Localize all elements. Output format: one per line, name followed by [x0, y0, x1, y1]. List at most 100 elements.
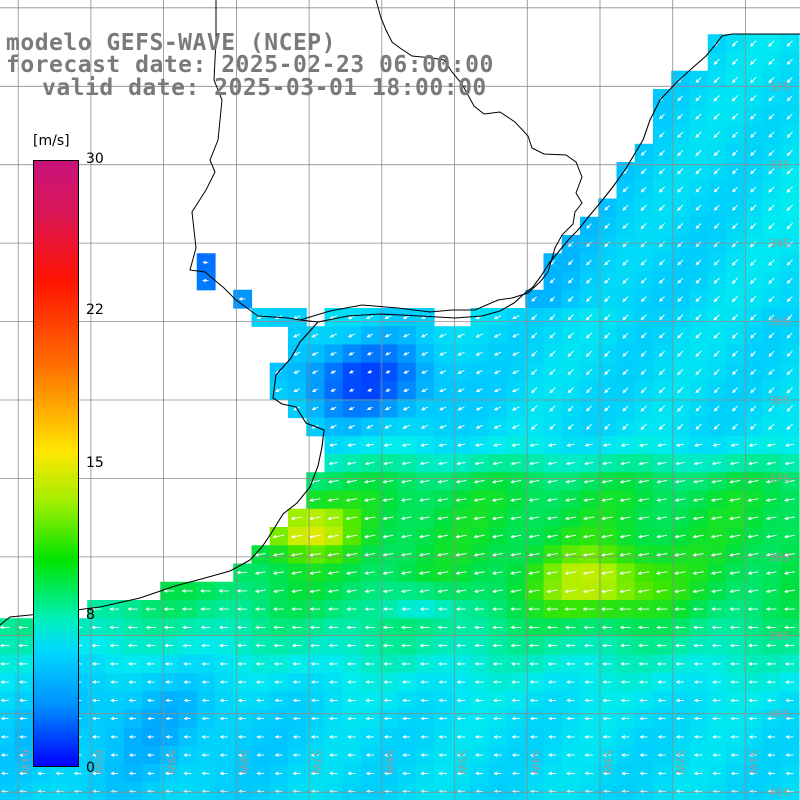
wind-arrow [527, 589, 540, 594]
wind-arrow [348, 370, 355, 374]
wind-arrow [311, 406, 319, 411]
wind-arrow [219, 662, 228, 666]
wind-arrow [348, 388, 355, 392]
wind-arrow [418, 553, 430, 557]
wind-arrow [768, 40, 775, 47]
wind-arrow [237, 716, 246, 721]
wind-arrow [0, 662, 10, 666]
wind-arrow [713, 423, 720, 430]
wind-arrow [384, 406, 392, 411]
wind-arrow [547, 643, 558, 648]
wind-arrow [765, 516, 777, 521]
wind-arrow [677, 277, 684, 284]
wind-arrow [182, 662, 192, 666]
wind-speed-cell [762, 125, 782, 145]
wind-arrow [400, 534, 412, 539]
wind-arrow [493, 351, 502, 356]
wind-arrow [456, 643, 466, 648]
wind-arrow [438, 680, 447, 684]
wind-arrow [510, 498, 522, 502]
wind-arrow [638, 680, 648, 684]
wind-arrow [201, 680, 210, 684]
wind-arrow [110, 680, 119, 684]
longitude-label: 61W [19, 750, 32, 775]
wind-arrow [473, 480, 485, 484]
wind-arrow [400, 516, 412, 521]
wind-arrow [637, 571, 650, 575]
wind-speed-cell [543, 308, 563, 327]
wind-arrow [346, 625, 357, 630]
wind-arrow [729, 553, 741, 557]
wind-arrow [728, 498, 741, 502]
wind-arrow [347, 753, 356, 757]
wind-arrow [456, 443, 466, 447]
wind-arrow [585, 332, 593, 339]
wind-arrow [274, 716, 283, 721]
wind-arrow [274, 388, 283, 393]
wind-arrow [510, 553, 522, 557]
wind-arrow [786, 350, 793, 357]
wind-arrow [768, 259, 775, 266]
wind-arrow [274, 680, 283, 684]
wind-arrow [695, 350, 702, 358]
wind-arrow [677, 131, 684, 138]
wind-arrow [584, 443, 593, 447]
wind-arrow [729, 480, 741, 484]
wind-arrow [549, 278, 556, 284]
wind-arrow [637, 498, 649, 502]
wind-arrow [786, 277, 793, 284]
wind-arrow [765, 534, 777, 539]
wind-arrow [492, 607, 503, 611]
wind-arrow [455, 534, 467, 539]
wind-arrow [747, 516, 759, 521]
wind-arrow [255, 643, 265, 648]
wind-speed-cell [653, 235, 672, 254]
wind-arrow [786, 149, 793, 157]
wind-arrow [236, 570, 248, 575]
wind-arrow [17, 643, 28, 648]
wind-arrow [530, 423, 538, 431]
wind-arrow [493, 370, 502, 374]
wind-arrow [219, 771, 228, 776]
wind-arrow [165, 735, 173, 739]
wind-arrow [638, 443, 648, 447]
wind-arrow [785, 735, 794, 739]
wind-arrow [183, 771, 192, 776]
wind-arrow [91, 662, 100, 666]
wind-arrow [183, 753, 191, 757]
wind-arrow [400, 625, 412, 630]
wind-arrow [748, 662, 758, 666]
wind-arrow [750, 332, 757, 339]
wind-arrow [529, 698, 538, 703]
wind-arrow [293, 333, 301, 338]
wind-arrow [37, 771, 46, 776]
wind-arrow [657, 680, 666, 684]
wind-arrow [364, 553, 376, 557]
wind-arrow [731, 350, 738, 357]
valid-date-label: valid date: 2025-03-01 18:00:00 [42, 75, 487, 101]
wind-arrow [713, 186, 720, 193]
wind-arrow [164, 643, 174, 648]
wind-arrow [548, 716, 557, 721]
wind-arrow [783, 589, 795, 594]
wind-arrow [492, 643, 503, 648]
wind-arrow [511, 698, 520, 703]
wind-arrow [567, 296, 574, 302]
wind-arrow [784, 461, 795, 466]
wind-speed-cell [525, 362, 545, 382]
wind-arrow [549, 350, 556, 357]
wind-arrow [366, 406, 373, 411]
wind-arrow [147, 716, 155, 721]
wind-arrow [711, 698, 721, 703]
wind-arrow [309, 498, 321, 502]
wind-arrow [658, 350, 665, 357]
wind-arrow [692, 553, 704, 557]
wind-arrow [218, 589, 229, 593]
wind-arrow [164, 662, 174, 666]
wind-arrow [400, 498, 412, 502]
wind-arrow [419, 498, 430, 502]
wind-arrow [254, 625, 266, 630]
wind-arrow [582, 607, 595, 611]
wind-arrow [677, 259, 684, 266]
wind-arrow [421, 351, 428, 356]
